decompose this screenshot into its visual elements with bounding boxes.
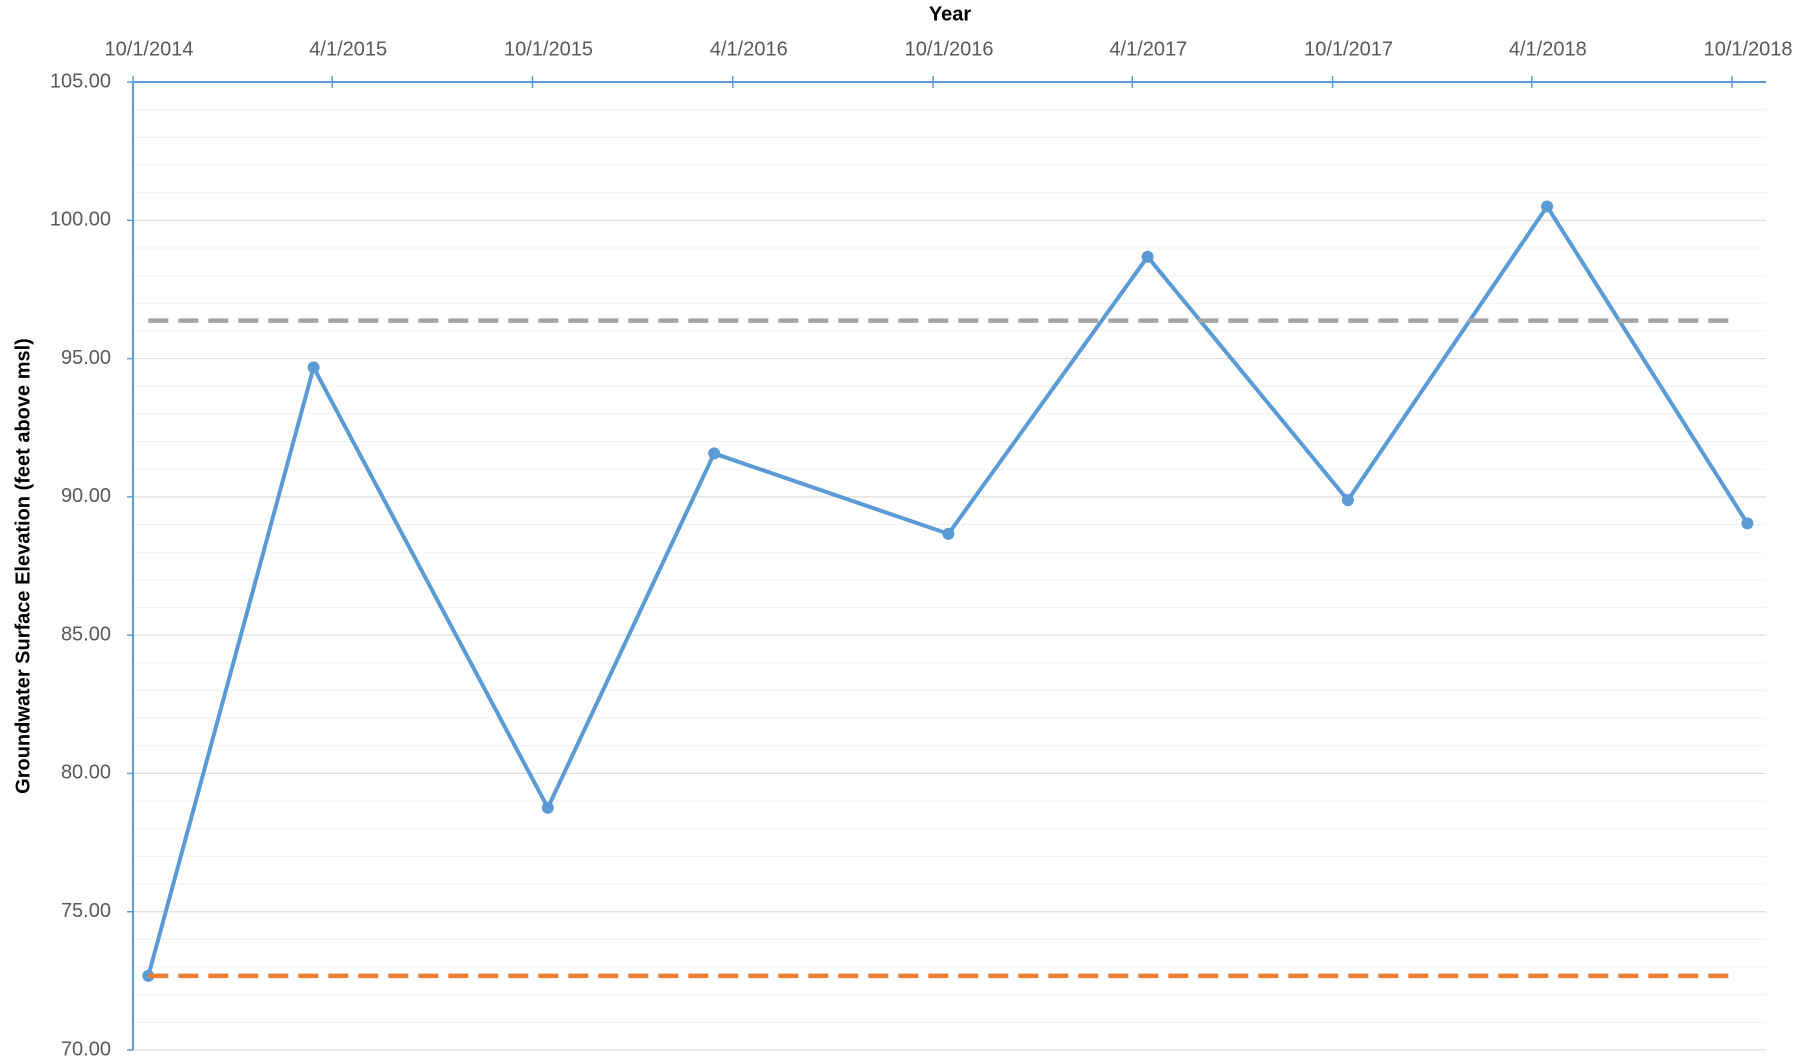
x-tick-label: 10/1/2014 [105, 38, 194, 60]
x-tick-label: 10/1/2017 [1304, 38, 1393, 60]
y-tick-label: 80.00 [61, 762, 111, 784]
x-tick-label: 4/1/2015 [309, 38, 387, 60]
y-tick-label: 90.00 [61, 485, 111, 507]
x-tick-label: 10/1/2015 [504, 38, 593, 60]
data-point [1541, 200, 1554, 213]
data-point [942, 527, 955, 540]
y-tick-label: 105.00 [50, 70, 111, 92]
x-tick-label: 4/1/2016 [710, 38, 788, 60]
y-axis-label: Groundwater Surface Elevation (feet abov… [12, 338, 34, 794]
data-point [1341, 494, 1354, 507]
y-tick-label: 70.00 [61, 1038, 111, 1057]
x-tick-label: 4/1/2017 [1109, 38, 1187, 60]
y-tick-label: 75.00 [61, 900, 111, 922]
data-point [541, 801, 554, 814]
x-tick-label: 10/1/2018 [1704, 38, 1793, 60]
data-point [307, 361, 320, 374]
data-point [708, 447, 721, 460]
y-tick-label: 85.00 [61, 623, 111, 645]
x-tick-label: 4/1/2018 [1509, 38, 1587, 60]
data-point [1741, 517, 1754, 530]
x-axis-label: Year [929, 3, 971, 25]
data-point [1141, 250, 1154, 263]
y-tick-label: 95.00 [61, 347, 111, 369]
x-tick-label: 10/1/2016 [905, 38, 994, 60]
y-tick-label: 100.00 [50, 209, 111, 231]
